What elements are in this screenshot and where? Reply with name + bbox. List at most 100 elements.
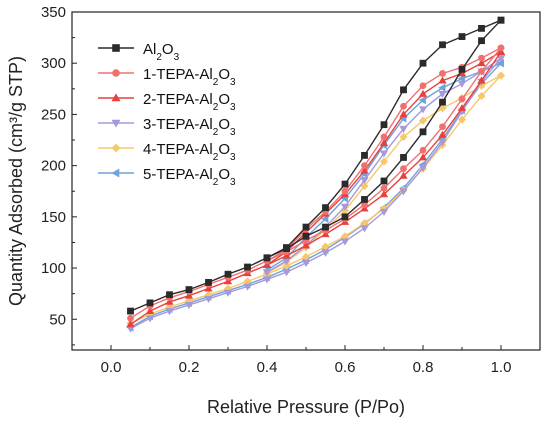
series-1-tepa-al2o3 bbox=[127, 44, 505, 322]
data-point bbox=[224, 270, 232, 278]
data-point bbox=[322, 223, 329, 231]
data-point bbox=[321, 214, 329, 224]
data-point bbox=[145, 306, 155, 314]
data-point bbox=[478, 37, 485, 45]
data-point bbox=[439, 70, 446, 77]
data-point bbox=[223, 289, 233, 297]
data-point bbox=[205, 278, 212, 286]
data-point bbox=[478, 68, 485, 75]
data-point bbox=[438, 139, 447, 147]
data-point bbox=[380, 121, 388, 129]
data-point bbox=[477, 76, 486, 84]
legend-sub-3: 3 bbox=[230, 152, 236, 163]
data-point bbox=[146, 299, 154, 307]
legend-o: O bbox=[218, 66, 230, 83]
data-point bbox=[458, 33, 466, 40]
legend: Al2O31-TEPA-Al2O32-TEPA-Al2O33-TEPA-Al2O… bbox=[98, 41, 236, 188]
legend-o: O bbox=[218, 116, 230, 133]
data-point bbox=[111, 119, 121, 128]
y-tick-label: 300 bbox=[41, 55, 66, 72]
legend-o: O bbox=[218, 91, 230, 108]
legend-item: 5-TEPA-Al2O3 bbox=[98, 166, 236, 188]
data-point bbox=[283, 244, 290, 251]
legend-sub-3: 3 bbox=[230, 77, 236, 88]
data-point bbox=[360, 225, 369, 233]
adsorption-line bbox=[130, 75, 502, 325]
data-point bbox=[165, 297, 174, 305]
data-point bbox=[438, 83, 446, 92]
x-axis-title: Relative Pressure (P/Po) bbox=[207, 397, 405, 417]
data-point bbox=[360, 204, 369, 212]
data-point bbox=[399, 110, 408, 118]
data-point bbox=[262, 276, 272, 284]
data-point bbox=[419, 59, 427, 67]
data-point bbox=[380, 184, 388, 192]
data-point bbox=[439, 123, 446, 131]
data-point bbox=[321, 230, 330, 238]
data-point bbox=[243, 283, 252, 291]
data-point bbox=[458, 95, 466, 103]
legend-label: 5-TEPA-Al2O3 bbox=[143, 166, 236, 188]
legend-sub-3: 3 bbox=[230, 177, 236, 188]
axis-ticks: 0.0 0.2 0.4 0.6 0.8 1.0 50 100 150 200 250 300 350 bbox=[41, 4, 541, 376]
data-point bbox=[380, 177, 388, 185]
legend-prefix: 4-TEPA- bbox=[143, 141, 199, 158]
data-point bbox=[478, 54, 485, 62]
data-point bbox=[418, 95, 426, 105]
data-point bbox=[321, 249, 330, 257]
legend-o: O bbox=[218, 166, 230, 183]
data-point bbox=[360, 182, 369, 191]
data-point bbox=[166, 291, 173, 299]
data-point bbox=[379, 190, 389, 198]
legend-item: 3-TEPA-Al2O3 bbox=[98, 116, 236, 138]
legend-item: 2-TEPA-Al2O3 bbox=[98, 91, 236, 113]
series-al2o3 bbox=[127, 16, 505, 315]
data-point bbox=[418, 106, 428, 114]
adsorption-line bbox=[130, 62, 502, 329]
legend-sub-3: 3 bbox=[230, 127, 236, 138]
x-tick-label: 1.0 bbox=[491, 359, 512, 376]
data-point bbox=[457, 74, 465, 83]
legend-o: O bbox=[162, 41, 174, 58]
data-point bbox=[361, 162, 368, 170]
data-point bbox=[418, 89, 428, 97]
data-point bbox=[184, 302, 194, 310]
data-point bbox=[496, 71, 506, 80]
data-point bbox=[322, 204, 329, 212]
data-point bbox=[478, 24, 485, 32]
data-point bbox=[418, 164, 428, 172]
data-point bbox=[496, 55, 506, 63]
legend-prefix: 3-TEPA- bbox=[143, 116, 199, 133]
data-point bbox=[400, 165, 407, 173]
data-point bbox=[400, 154, 407, 161]
x-tick-label: 0.6 bbox=[335, 359, 356, 376]
x-tick-label: 0.0 bbox=[101, 359, 122, 376]
data-point bbox=[111, 93, 121, 102]
legend-sub-3: 3 bbox=[174, 52, 180, 63]
data-point bbox=[301, 241, 311, 249]
data-point bbox=[361, 151, 368, 159]
y-axis-title: Quantity Adsorbed (cm³/g STP) bbox=[6, 56, 26, 306]
legend-sub-2: 2 bbox=[213, 102, 219, 113]
data-point bbox=[399, 125, 408, 133]
data-point bbox=[399, 171, 408, 179]
legend-al: Al bbox=[199, 166, 212, 183]
data-point bbox=[399, 188, 408, 196]
x-tick-label: 0.4 bbox=[257, 359, 278, 376]
data-point bbox=[185, 286, 193, 293]
data-point bbox=[341, 187, 349, 195]
legend-label: 1-TEPA-Al2O3 bbox=[143, 66, 236, 88]
legend-label: 3-TEPA-Al2O3 bbox=[143, 116, 236, 138]
legend-sub-2: 2 bbox=[213, 152, 219, 163]
data-point bbox=[379, 208, 389, 216]
data-point bbox=[361, 196, 368, 203]
data-point bbox=[457, 115, 467, 124]
adsorption-line bbox=[130, 47, 502, 319]
data-point bbox=[379, 138, 389, 147]
data-point bbox=[457, 104, 467, 112]
data-point bbox=[458, 65, 466, 73]
data-point bbox=[399, 132, 408, 141]
legend-sub-3: 3 bbox=[230, 102, 236, 113]
data-point bbox=[418, 153, 428, 161]
